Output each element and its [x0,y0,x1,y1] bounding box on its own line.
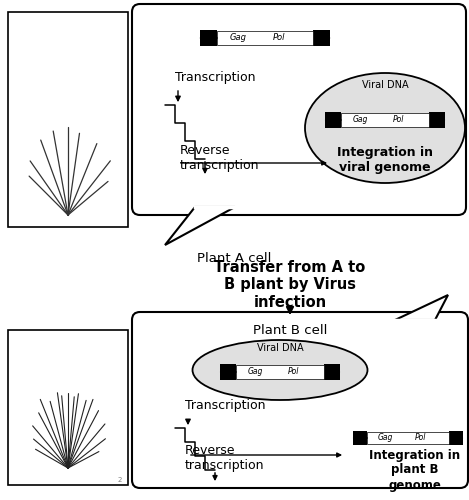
Ellipse shape [305,73,465,183]
Text: Gag: Gag [378,434,393,442]
Bar [200,30,217,46]
Bar [217,31,313,45]
Ellipse shape [192,340,368,400]
Text: Integration in
viral genome: Integration in viral genome [337,146,433,174]
Text: Gag: Gag [229,34,247,42]
Text: Reverse
transcription: Reverse transcription [185,444,265,472]
Bar [353,431,367,445]
Polygon shape [395,295,448,320]
Text: Pol: Pol [393,116,404,124]
Text: Plant A cell: Plant A cell [197,252,271,264]
Bar [325,364,340,380]
Text: Integration in
plant B
genome: Integration in plant B genome [370,448,461,492]
Bar [235,365,325,379]
Bar [449,431,463,445]
Bar [8,330,128,485]
Bar [325,112,340,128]
Text: Pol: Pol [415,434,426,442]
Bar [367,432,449,444]
Bar [340,113,430,127]
Text: Transcription: Transcription [185,398,265,411]
Text: Gag: Gag [352,116,368,124]
FancyBboxPatch shape [132,4,466,215]
Text: Viral DNA: Viral DNA [257,343,303,353]
FancyBboxPatch shape [132,312,468,488]
Bar [313,30,330,46]
Text: Gag: Gag [248,368,263,376]
Text: Transfer from A to
B plant by Virus
infection: Transfer from A to B plant by Virus infe… [214,260,366,310]
Text: Transcription: Transcription [175,72,256,85]
Bar [8,12,128,227]
Text: Reverse
transcription: Reverse transcription [180,144,259,172]
Text: 2: 2 [118,477,122,483]
Text: Pol: Pol [287,368,299,376]
Polygon shape [165,207,235,245]
Text: Viral DNA: Viral DNA [362,80,408,90]
Text: Plant B cell: Plant B cell [253,324,327,336]
Text: Pol: Pol [273,34,286,42]
Bar [430,112,445,128]
Bar [220,364,235,380]
